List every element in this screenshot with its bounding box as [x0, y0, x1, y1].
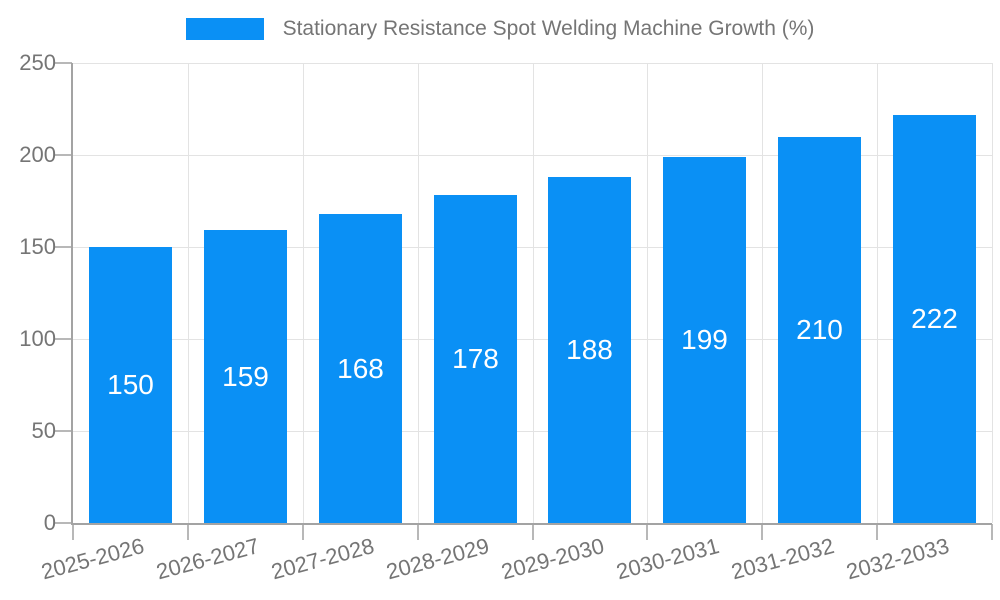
y-axis-label: 250: [19, 50, 56, 75]
bar: 159: [204, 230, 287, 523]
x-axis-line: [71, 523, 992, 525]
y-axis-tick: [55, 338, 72, 340]
bar: 150: [89, 247, 172, 523]
legend-swatch-icon: [185, 18, 264, 40]
gridline-horizontal: [73, 247, 992, 248]
x-axis-tick: [417, 524, 419, 540]
x-axis-tick: [646, 524, 648, 540]
x-axis-tick: [187, 524, 189, 540]
gridline-vertical: [418, 63, 419, 523]
legend-label: Stationary Resistance Spot Welding Machi…: [282, 17, 815, 40]
gridline-horizontal: [73, 155, 992, 156]
x-axis-label: 2026-2027: [153, 533, 262, 585]
gridline-vertical: [647, 63, 648, 523]
x-axis-label: 2028-2029: [383, 533, 492, 585]
x-axis-label: 2027-2028: [268, 533, 377, 585]
y-axis-label: 150: [19, 234, 56, 259]
bar-value-label: 222: [911, 303, 958, 334]
bar: 178: [434, 195, 517, 523]
y-axis-tick: [55, 62, 72, 64]
y-axis-line: [71, 63, 73, 525]
x-axis-label: 2029-2030: [498, 533, 607, 585]
gridline-horizontal: [73, 431, 992, 432]
x-axis-tick: [761, 524, 763, 540]
x-axis-tick: [991, 524, 993, 540]
x-axis-label: 2032-2033: [843, 533, 952, 585]
x-axis-label: 2031-2032: [728, 533, 837, 585]
gridline-horizontal: [73, 63, 992, 64]
x-axis-tick: [72, 524, 74, 540]
bar-value-label: 168: [337, 352, 384, 384]
bar-value-label: 178: [452, 343, 499, 374]
gridline-vertical: [188, 63, 189, 523]
gridline-vertical: [992, 63, 993, 523]
y-axis-label: 200: [19, 142, 56, 167]
gridline-vertical: [762, 63, 763, 523]
x-axis-tick: [302, 524, 304, 540]
gridline-horizontal: [73, 339, 992, 340]
bar: 199: [663, 157, 746, 523]
gridline-vertical: [303, 63, 304, 523]
y-axis-tick: [55, 522, 72, 524]
bar: 222: [893, 115, 976, 523]
bar-value-label: 210: [796, 314, 843, 345]
y-axis-tick: [55, 246, 72, 248]
y-axis-tick: [55, 154, 72, 156]
legend[interactable]: Stationary Resistance Spot Welding Machi…: [0, 17, 1000, 41]
y-axis-label: 100: [19, 326, 56, 351]
bar: 168: [319, 214, 402, 523]
y-axis-label: 0: [43, 510, 56, 535]
bar-value-label: 199: [681, 324, 728, 355]
bar-value-label: 188: [566, 334, 613, 365]
x-axis-tick: [876, 524, 878, 540]
gridline-vertical: [533, 63, 534, 523]
x-axis-tick: [532, 524, 534, 540]
y-axis-tick: [55, 430, 72, 432]
bar-value-label: 150: [107, 369, 154, 400]
bar: 210: [778, 137, 861, 523]
bar-value-label: 159: [222, 360, 269, 392]
x-axis-label: 2030-2031: [613, 533, 722, 585]
y-axis-label: 50: [31, 418, 56, 443]
gridline-vertical: [877, 63, 878, 523]
x-axis-label: 2025-2026: [38, 533, 147, 585]
bar: 188: [548, 177, 631, 523]
